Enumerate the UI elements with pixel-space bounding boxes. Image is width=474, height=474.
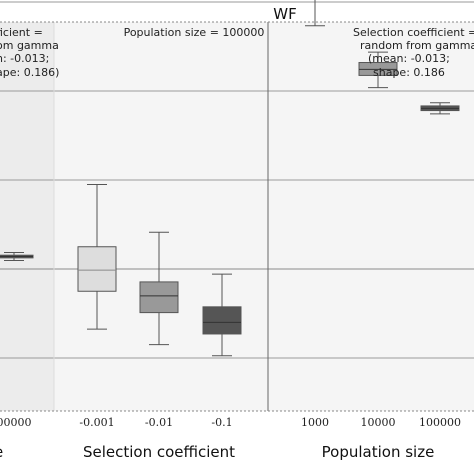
box-iqr — [139, 281, 179, 314]
annotation-population-line-1: Selection coefficient = — [353, 26, 474, 39]
box-population-1 — [305, 0, 325, 27]
tick-label-selection-2: -0.01 — [145, 416, 173, 429]
panel-selection-bg — [54, 22, 268, 411]
annotation-left: ficient = om gamma n: -0.013; ape: 0.186… — [0, 26, 59, 79]
box-population-3 — [420, 102, 460, 115]
tick-label-left-1: 00000 — [0, 416, 32, 429]
box-left-1 — [0, 252, 34, 262]
box-selection-3 — [202, 273, 242, 357]
box-selection-2 — [139, 231, 179, 346]
xlabel-population: Population size — [322, 443, 435, 461]
annotation-population-line-3: (mean: -0.013; — [368, 52, 450, 65]
tick-labels: 00000 -0.001 -0.01 -0.1 1000 10000 100000 — [0, 416, 461, 429]
tick-label-population-1: 1000 — [301, 416, 329, 429]
panel-population-bg — [268, 22, 474, 411]
tick-label-population-2: 10000 — [361, 416, 396, 429]
xlabel-left-fragment: e — [0, 443, 3, 461]
panel-left-bg — [0, 22, 54, 411]
annotation-population: Selection coefficient = random from gamm… — [353, 26, 474, 79]
box-selection-1 — [77, 183, 117, 330]
tick-label-selection-3: -0.1 — [211, 416, 232, 429]
annotation-left-line-1: ficient = — [0, 26, 43, 39]
box-population-2 — [358, 51, 398, 89]
annotation-left-line-3: n: -0.013; — [0, 52, 49, 65]
tick-label-population-3: 100000 — [419, 416, 461, 429]
annotation-left-line-4: ape: 0.186) — [0, 66, 59, 79]
annotation-population-line-4: shape: 0.186 — [373, 66, 445, 79]
annotation-selection: Population size = 100000 — [124, 26, 265, 39]
annotation-left-line-2: om gamma — [0, 39, 59, 52]
xlabel-selection: Selection coefficient — [83, 443, 235, 461]
chart-title: WF — [273, 5, 296, 23]
annotation-population-line-2: random from gamma — [360, 39, 474, 52]
box-iqr — [77, 246, 117, 292]
tick-label-selection-1: -0.001 — [79, 416, 114, 429]
boxes — [0, 0, 460, 357]
box-iqr — [202, 306, 242, 335]
